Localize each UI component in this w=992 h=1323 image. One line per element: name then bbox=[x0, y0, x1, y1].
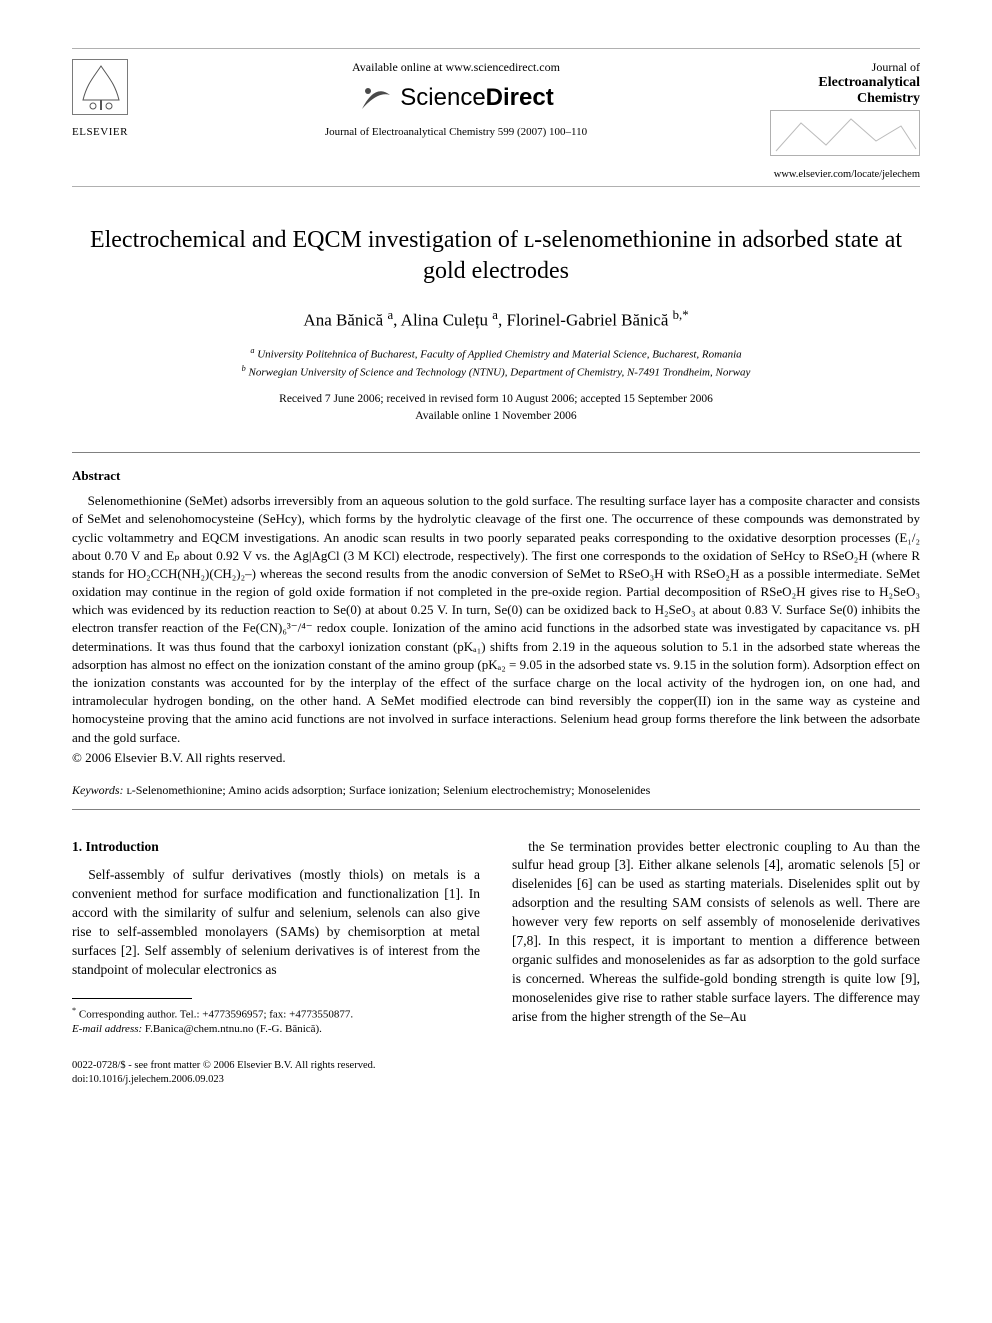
sd-bold: Direct bbox=[486, 84, 554, 111]
article-title: Electrochemical and EQCM investigation o… bbox=[72, 225, 920, 287]
email-who: (F.-G. Bănică). bbox=[256, 1023, 322, 1035]
affil-b-text: Norwegian University of Science and Tech… bbox=[249, 367, 751, 379]
corresponding-author-footnote: * Corresponding author. Tel.: +477359695… bbox=[72, 1005, 480, 1037]
column-left: 1. Introduction Self-assembly of sulfur … bbox=[72, 838, 480, 1088]
rule-below-keywords bbox=[72, 809, 920, 810]
header-center: Available online at www.sciencedirect.co… bbox=[162, 59, 750, 140]
publisher-block: ELSEVIER bbox=[72, 59, 162, 140]
journal-header: ELSEVIER Available online at www.science… bbox=[72, 48, 920, 187]
abstract-text: Selenomethionine (SeMet) adsorbs irrever… bbox=[72, 492, 920, 747]
corr-email-link[interactable]: F.Banica@chem.ntnu.no bbox=[145, 1023, 254, 1035]
sciencedirect-brand: ScienceDirect bbox=[162, 81, 750, 115]
journal-cover-icon bbox=[770, 110, 920, 156]
body-columns: 1. Introduction Self-assembly of sulfur … bbox=[72, 838, 920, 1088]
rule-above-abstract bbox=[72, 452, 920, 453]
intro-heading: 1. Introduction bbox=[72, 838, 480, 857]
intro-col2-text: the Se termination provides better elect… bbox=[512, 838, 920, 1027]
corr-text: Corresponding author. Tel.: +4773596957;… bbox=[79, 1008, 353, 1020]
available-online-line: Available online at www.sciencedirect.co… bbox=[162, 59, 750, 75]
abstract-heading: Abstract bbox=[72, 467, 920, 485]
publisher-label: ELSEVIER bbox=[72, 125, 162, 140]
footnote-separator bbox=[72, 998, 192, 999]
sciencedirect-wordmark: ScienceDirect bbox=[400, 82, 553, 114]
elsevier-tree-icon bbox=[72, 59, 128, 115]
online-line: Available online 1 November 2006 bbox=[415, 410, 576, 422]
journal-name-1: Electroanalytical bbox=[750, 75, 920, 90]
abstract-body: Selenomethionine (SeMet) adsorbs irrever… bbox=[72, 492, 920, 747]
journal-title-block: Journal of Electroanalytical Chemistry w… bbox=[750, 59, 920, 182]
citation-line: Journal of Electroanalytical Chemistry 5… bbox=[162, 125, 750, 140]
sd-light: Science bbox=[400, 84, 485, 111]
email-label: E-mail address: bbox=[72, 1023, 142, 1035]
journal-of-label: Journal of bbox=[750, 59, 920, 75]
affil-a-text: University Politehnica of Bucharest, Fac… bbox=[257, 349, 741, 361]
doi-line: doi:10.1016/j.jelechem.2006.09.023 bbox=[72, 1074, 224, 1085]
received-line: Received 7 June 2006; received in revise… bbox=[279, 393, 713, 405]
sciencedirect-swoosh-icon bbox=[358, 81, 392, 115]
journal-name-2: Chemistry bbox=[750, 91, 920, 106]
article-dates: Received 7 June 2006; received in revise… bbox=[72, 391, 920, 426]
front-matter-line: 0022-0728/$ - see front matter © 2006 El… bbox=[72, 1060, 375, 1071]
intro-col1-text: Self-assembly of sulfur derivatives (mos… bbox=[72, 866, 480, 979]
journal-locator-url: www.elsevier.com/locate/jelechem bbox=[750, 168, 920, 182]
footer-meta: 0022-0728/$ - see front matter © 2006 El… bbox=[72, 1059, 480, 1087]
copyright-line: © 2006 Elsevier B.V. All rights reserved… bbox=[72, 749, 920, 767]
author-list: Ana Bănică a, Alina Culețu a, Florinel-G… bbox=[72, 307, 920, 333]
keywords-label: Keywords: bbox=[72, 783, 124, 797]
affiliation-a: a University Politehnica of Bucharest, F… bbox=[72, 345, 920, 363]
affiliation-b: b Norwegian University of Science and Te… bbox=[72, 363, 920, 381]
keywords-block: Keywords: ʟ-Selenomethionine; Amino acid… bbox=[72, 782, 920, 798]
column-right: the Se termination provides better elect… bbox=[512, 838, 920, 1088]
keywords-text: ʟ-Selenomethionine; Amino acids adsorpti… bbox=[127, 783, 651, 797]
